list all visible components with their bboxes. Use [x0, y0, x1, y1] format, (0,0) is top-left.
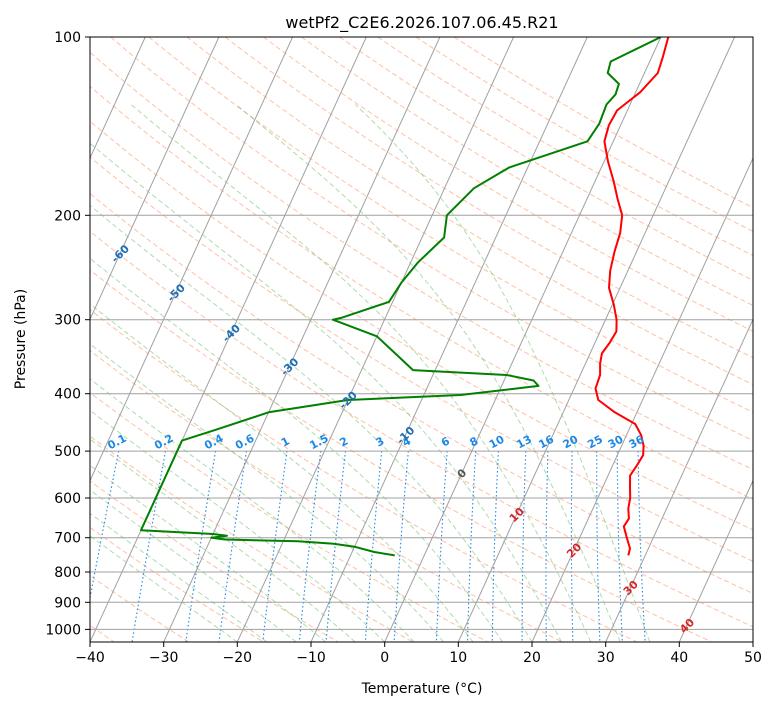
- mixing-ratio-label: 25: [585, 433, 605, 452]
- moist-adiabat-line: [90, 303, 474, 642]
- moist-adiabat-line: [355, 104, 651, 642]
- x-tick-label: −10: [296, 650, 326, 666]
- mixing-ratio-label: 10: [487, 433, 507, 452]
- moist-adiabat-line: [90, 409, 386, 642]
- mixing-ratio-line: [466, 451, 477, 642]
- x-tick-label: −40: [75, 650, 105, 666]
- mixing-ratio-line: [298, 451, 322, 642]
- dry-adiabat-line: [90, 269, 712, 642]
- x-tick-label: 20: [523, 650, 541, 666]
- y-tick-label: 700: [54, 531, 81, 547]
- mixing-ratio-label: 36: [627, 433, 647, 452]
- x-tick-label: 30: [597, 650, 615, 666]
- moist-adiabat-line: [90, 464, 327, 642]
- isotherm-line: [457, 37, 736, 642]
- isotherm-line: [531, 156, 753, 642]
- y-tick-label: 300: [54, 313, 81, 329]
- y-axis-title: Pressure (hPa): [13, 289, 29, 389]
- axes: −40 −30 −20 −10 0 10 20 30 40 50 100 200 300 400 500 60…: [45, 30, 762, 666]
- mixing-ratio-label: 20: [561, 433, 581, 452]
- mixing-ratio-label: 30: [606, 433, 626, 452]
- dry-adiabat-line: [90, 51, 753, 471]
- moist-adiabat-line: [90, 438, 356, 642]
- mixing-ratio-label: 13: [514, 433, 534, 452]
- moist-adiabat-line: [90, 204, 533, 642]
- isotherm-line: [90, 37, 146, 160]
- profile-lines: [140, 37, 670, 557]
- moist-adiabat-line: [90, 489, 297, 642]
- y-tick-label: 100: [54, 30, 81, 46]
- mixing-ratio-line: [364, 451, 383, 642]
- y-tick-label: 600: [54, 491, 81, 507]
- mixing-ratio-label: 16: [536, 433, 556, 452]
- mixing-ratio-line: [596, 451, 601, 642]
- dry-adiabat-line: [90, 480, 339, 642]
- mixing-ratio-line: [90, 450, 120, 601]
- dry-adiabat-line: [148, 37, 753, 413]
- isotherm-line: [163, 37, 441, 642]
- moist-adiabat-line: [235, 104, 621, 642]
- x-tick-label: −20: [223, 650, 253, 666]
- mixing-ratio-line: [545, 451, 549, 642]
- dry-adiabat-line: [90, 120, 753, 531]
- isotherm-line: [678, 479, 753, 642]
- x-axis-title: Temperature (°C): [361, 681, 483, 697]
- mixing-ratio-line: [435, 451, 448, 642]
- plot-frame: [89, 36, 754, 643]
- moist-adiabat-line: [90, 142, 562, 642]
- dry-adiabat-line: [90, 574, 190, 642]
- plot-area: [90, 37, 753, 642]
- background-lines: [90, 37, 753, 642]
- mixing-ratio-line: [325, 451, 347, 642]
- dry-adiabat-line: [224, 37, 753, 359]
- isotherm-line: [605, 318, 753, 642]
- mixing-ratio-line: [616, 451, 623, 642]
- isotherm-line: [90, 37, 294, 482]
- dry-adiabat-line: [90, 392, 488, 642]
- mixing-ratio-line: [262, 451, 288, 642]
- y-tick-label: 900: [54, 595, 81, 611]
- y-tick-label: 800: [54, 565, 81, 581]
- dry-adiabat-line: [186, 37, 753, 386]
- isotherm-line: [90, 37, 367, 642]
- dry-adiabat-line: [90, 526, 264, 642]
- mixing-ratio-line: [393, 451, 409, 642]
- moist-adiabat-line: [90, 257, 503, 642]
- mixing-ratio-line: [218, 451, 247, 642]
- x-tick-label: −30: [149, 650, 179, 666]
- dewpoint-profile-line: [140, 37, 662, 557]
- x-tick-label: 40: [670, 650, 688, 666]
- y-tick-label: 400: [54, 387, 81, 403]
- isotherm-line: [384, 37, 662, 642]
- dry-adiabat-line: [90, 435, 414, 642]
- temperature-profile-line: [594, 37, 670, 556]
- moist-adiabat-line: [90, 343, 444, 642]
- x-tick-label: 10: [449, 650, 467, 666]
- x-tick-label: 50: [744, 650, 762, 666]
- x-tick-label: 0: [380, 650, 389, 666]
- mixing-ratio-line: [521, 451, 527, 642]
- mixing-ratio-line: [570, 451, 574, 642]
- mixing-ratio-line: [185, 451, 217, 642]
- y-tick-label: 500: [54, 444, 81, 460]
- isotherm-line: [90, 37, 220, 321]
- dry-adiabat-line: [90, 85, 753, 500]
- chart-title: wetPf2_C2E6.2026.107.06.45.R21: [285, 13, 558, 33]
- dry-adiabat-line: [90, 349, 563, 642]
- y-tick-label: 200: [54, 208, 81, 224]
- moist-adiabat-line: [90, 512, 268, 642]
- isotherm-line: [310, 37, 588, 642]
- moist-adiabat-line: [90, 378, 415, 642]
- dry-adiabat-line: [90, 193, 753, 595]
- dry-adiabat-line: [90, 230, 753, 628]
- grid-lines: [90, 37, 753, 642]
- moist-adiabat-line: [130, 104, 592, 642]
- y-tick-label: 1000: [45, 622, 81, 638]
